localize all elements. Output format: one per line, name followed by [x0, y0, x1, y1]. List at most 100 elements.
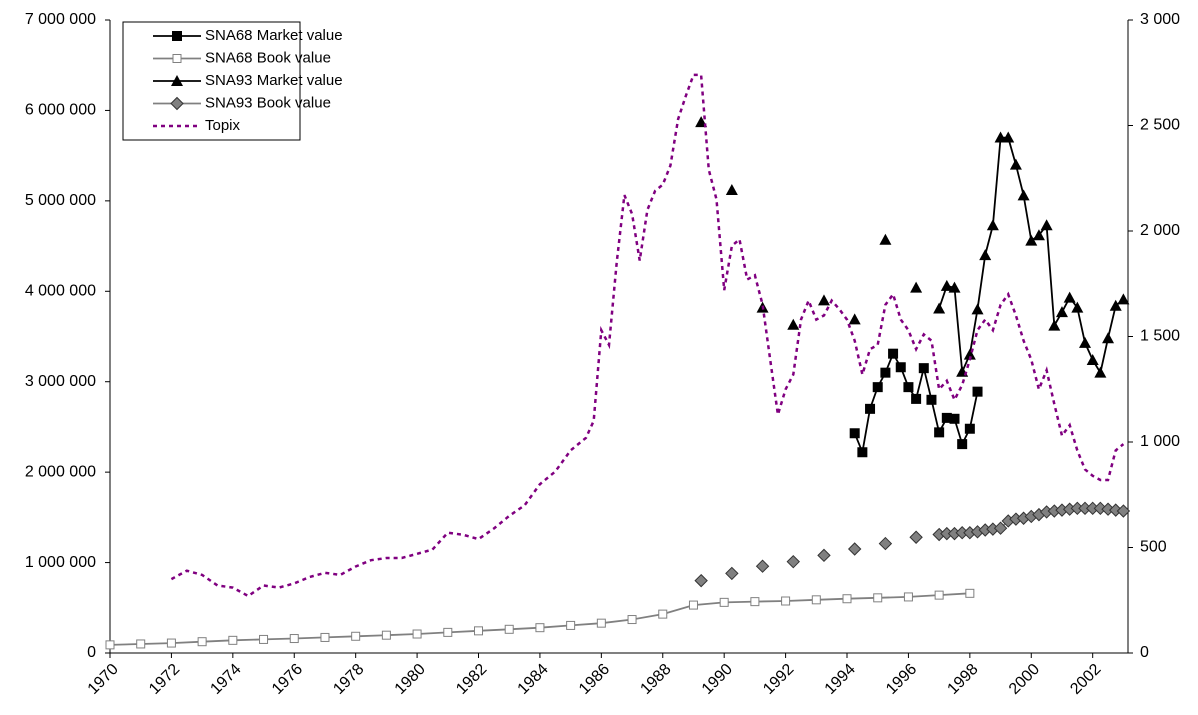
y-tick-label: 4 000 000 [25, 283, 96, 300]
marker [443, 627, 453, 637]
marker [170, 96, 184, 111]
legend-label: SNA68 Book value [205, 49, 331, 66]
x-tick-label: 1990 [699, 661, 736, 698]
marker [879, 233, 892, 245]
x-tick-label: 1974 [207, 661, 244, 698]
marker [941, 412, 952, 423]
marker [926, 394, 937, 405]
marker [136, 639, 146, 649]
marker [848, 313, 861, 325]
marker [964, 423, 975, 434]
marker [658, 609, 668, 619]
marker [934, 427, 945, 438]
y2-tick-label: 0 [1140, 644, 1149, 661]
marker [171, 75, 183, 86]
marker [903, 382, 914, 393]
marker [934, 590, 944, 600]
marker [910, 281, 923, 293]
marker [911, 393, 922, 404]
marker [878, 536, 893, 551]
marker [1048, 319, 1061, 331]
y-tick-label: 2 000 000 [25, 463, 96, 480]
marker [566, 620, 576, 630]
marker [1055, 306, 1068, 318]
marker [918, 363, 929, 374]
series-line [938, 136, 1124, 376]
marker [963, 348, 976, 360]
marker [903, 592, 913, 602]
y2-tick-label: 2 500 [1140, 117, 1180, 134]
marker [1116, 504, 1131, 518]
marker [865, 403, 876, 414]
marker [627, 615, 637, 625]
marker [725, 566, 739, 581]
legend-label: Topix [205, 117, 241, 134]
marker [847, 542, 862, 556]
marker [872, 382, 883, 393]
marker [957, 439, 968, 450]
marker [166, 638, 176, 648]
marker [1017, 189, 1030, 201]
x-tick-label: 1996 [883, 661, 920, 698]
marker [948, 281, 961, 293]
marker [535, 623, 545, 633]
y-tick-label: 0 [87, 644, 96, 661]
marker [787, 318, 800, 330]
marker [1063, 291, 1076, 303]
legend-box [122, 21, 301, 141]
y2-tick-label: 1 500 [1140, 328, 1180, 345]
marker [972, 386, 983, 397]
marker [888, 348, 899, 359]
marker [993, 521, 1008, 535]
legend-label: SNA93 Market value [205, 72, 343, 89]
marker [105, 640, 115, 650]
y-tick-label: 6 000 000 [25, 102, 96, 119]
marker [351, 631, 361, 641]
x-tick-label: 1982 [453, 661, 490, 698]
marker [474, 626, 484, 636]
marker [197, 637, 207, 647]
y-tick-label: 5 000 000 [25, 192, 96, 209]
marker [909, 530, 923, 544]
marker [873, 593, 883, 603]
marker [259, 634, 269, 644]
y-tick-label: 1 000 000 [25, 554, 96, 571]
marker [1109, 299, 1122, 311]
legend: SNA68 Market value SNA68 Book value SNA93 … [122, 21, 343, 141]
x-tick-label: 1978 [330, 661, 367, 698]
marker [786, 554, 800, 569]
marker [1025, 234, 1038, 246]
marker [289, 634, 299, 644]
marker [172, 31, 182, 41]
marker [986, 219, 999, 231]
marker [596, 618, 606, 628]
marker [719, 597, 729, 607]
marker [172, 54, 182, 63]
marker [1086, 354, 1099, 366]
marker [725, 184, 738, 196]
x-tick-label: 1994 [822, 661, 859, 698]
x-tick-label: 2000 [1006, 661, 1043, 698]
marker [842, 594, 852, 604]
marker [1009, 158, 1022, 170]
marker [1079, 336, 1092, 348]
marker [817, 294, 830, 306]
marker [971, 303, 984, 315]
marker [688, 600, 698, 610]
marker [895, 362, 906, 373]
legend-label: SNA68 Market value [205, 27, 343, 44]
marker [1094, 366, 1107, 378]
y2-tick-label: 500 [1140, 539, 1167, 556]
x-tick-label: 1986 [576, 661, 613, 698]
marker [1117, 293, 1130, 305]
marker [694, 573, 708, 588]
marker [228, 635, 238, 645]
marker [965, 588, 975, 598]
marker [933, 302, 946, 314]
marker [1071, 301, 1084, 313]
marker [755, 559, 770, 573]
x-tick-label: 1972 [146, 661, 183, 698]
y-tick-label: 3 000 000 [25, 373, 96, 390]
marker [504, 624, 514, 634]
